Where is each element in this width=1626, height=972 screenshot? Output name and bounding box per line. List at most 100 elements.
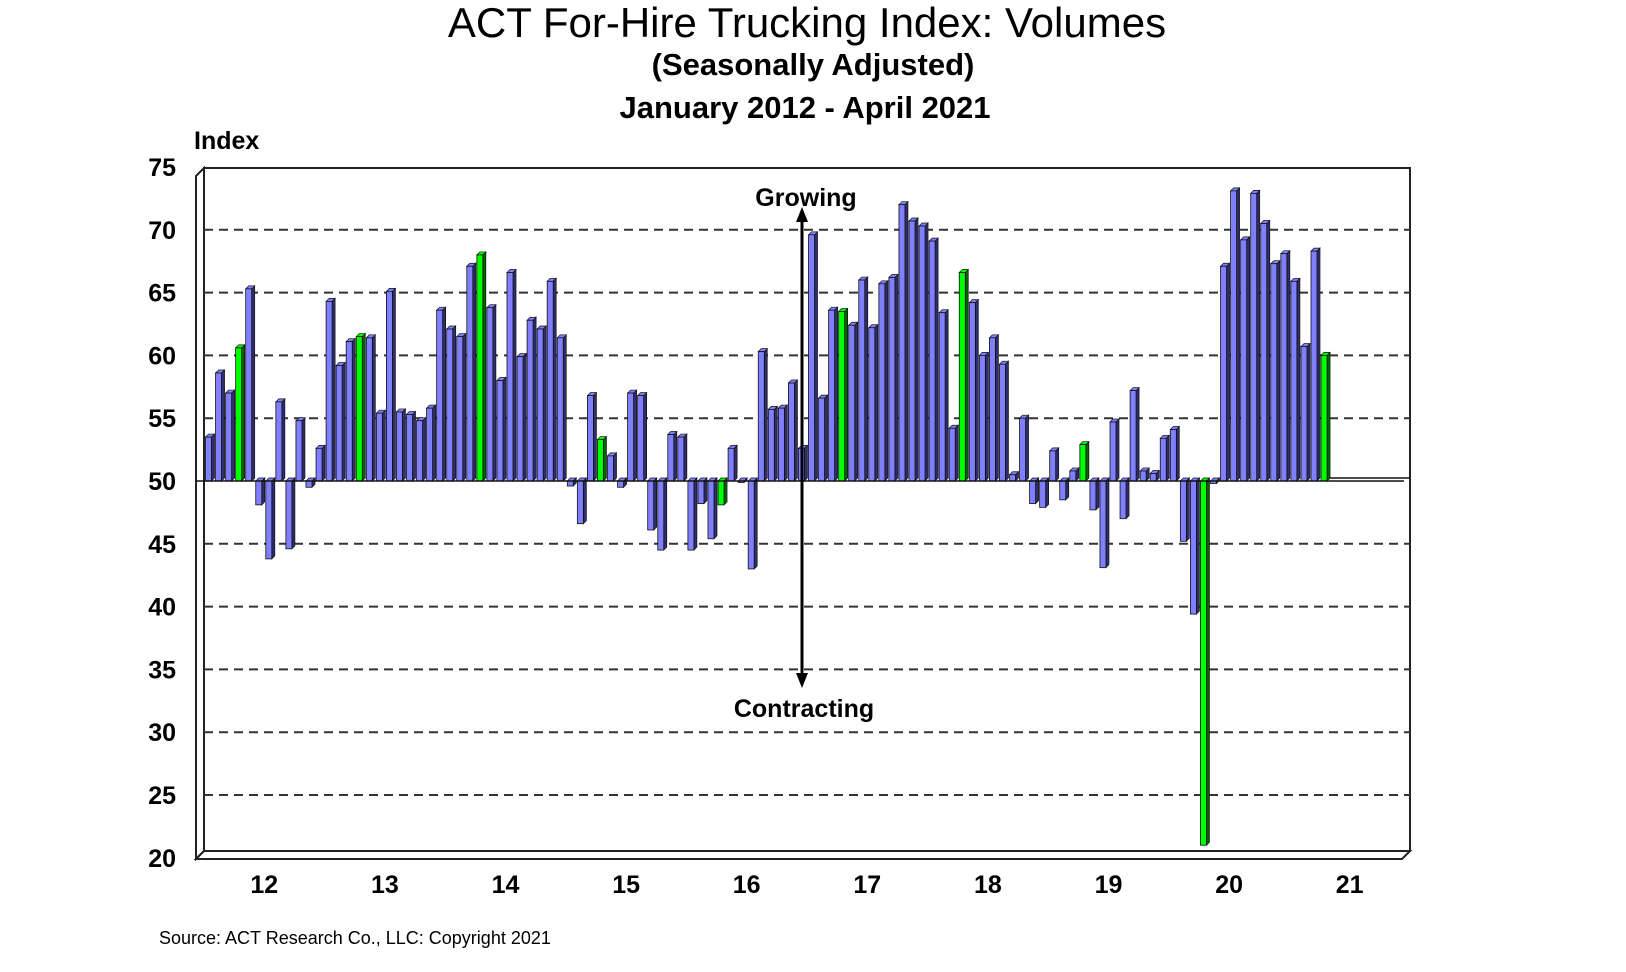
bar [1018, 414, 1030, 482]
bar-side [361, 332, 366, 482]
bar [1259, 219, 1271, 482]
bar [968, 298, 980, 482]
bar-front [727, 447, 735, 482]
bar-side [1135, 386, 1140, 482]
bar [295, 416, 306, 482]
bar-side [964, 268, 969, 482]
bar-april [958, 268, 970, 482]
bar-front [255, 480, 263, 506]
bar-side [1085, 440, 1090, 482]
bar [948, 424, 960, 482]
bar-side [593, 391, 597, 482]
bar-side [532, 316, 537, 482]
x-tick-label: 12 [250, 871, 278, 899]
bar-april [837, 307, 849, 482]
bar-side [854, 321, 859, 482]
bar-side [462, 332, 467, 482]
bar-front [576, 480, 584, 525]
bar [1008, 470, 1020, 482]
bar-front [1109, 421, 1117, 482]
x-tick-label: 21 [1336, 871, 1364, 899]
bar [576, 477, 588, 525]
bar-front [1069, 470, 1077, 482]
bar-front [426, 407, 434, 482]
bar-front [436, 309, 444, 482]
bar [405, 410, 417, 482]
bar-april [596, 435, 608, 482]
bar-side [1115, 418, 1120, 482]
bar-front [657, 480, 665, 551]
bar [666, 430, 678, 482]
bar-front [215, 372, 222, 482]
bar-front [677, 436, 685, 482]
bar [1099, 477, 1110, 569]
bar-front [506, 272, 514, 482]
y-tick-label: 60 [148, 342, 176, 370]
bar-side [1045, 477, 1050, 509]
bar [646, 477, 658, 531]
bar-front [265, 480, 273, 560]
bar-front [556, 337, 564, 482]
bar-front [1099, 480, 1107, 569]
bar-side [794, 379, 798, 482]
bar-front [1250, 192, 1258, 482]
bar-side [673, 430, 678, 482]
bar-side [1266, 219, 1271, 482]
bar-front [587, 395, 594, 482]
bar-side [1256, 189, 1261, 482]
bar-side [1175, 425, 1180, 482]
bar [1189, 477, 1201, 615]
bar-front [1179, 480, 1187, 542]
bar-april [1199, 477, 1211, 847]
bar-april [1320, 351, 1331, 482]
chart-date-range: January 2012 - April 2021 [619, 90, 990, 125]
bar-side [824, 394, 828, 482]
y-tick-label: 40 [148, 594, 176, 622]
bar-side [1035, 477, 1039, 505]
bar-front [1300, 346, 1308, 482]
bar [677, 433, 688, 482]
bar-side [783, 404, 788, 482]
bar-side [884, 279, 889, 482]
bar [918, 222, 929, 482]
bar [807, 230, 819, 482]
bar [385, 287, 397, 482]
bar [214, 369, 226, 482]
bar [445, 325, 457, 482]
bar-front [305, 480, 313, 488]
bar-front [747, 480, 755, 570]
bar-front [1270, 263, 1278, 482]
bar-front [1059, 480, 1067, 501]
bar-side [834, 306, 838, 482]
bar-side [934, 237, 939, 482]
bar-front [416, 420, 423, 482]
bar-front [1190, 480, 1197, 615]
bar-side [603, 435, 607, 482]
bar-front [396, 411, 403, 482]
bar-side [341, 361, 346, 482]
bar-side [452, 325, 457, 482]
bar-front [1230, 190, 1237, 482]
bar-front [446, 328, 454, 482]
bar-front [858, 279, 866, 482]
bar [626, 389, 638, 482]
bar-front [225, 392, 233, 482]
bar [787, 379, 799, 482]
x-tick-label: 19 [1095, 871, 1123, 899]
y-tick-label: 20 [148, 845, 176, 873]
bar [536, 325, 547, 482]
bar-april [717, 477, 728, 506]
y-tick-label: 55 [148, 405, 176, 433]
bar-side [281, 398, 286, 482]
bar [1089, 477, 1100, 511]
bar-front [1019, 417, 1026, 482]
bar-side [502, 376, 507, 482]
bar-front [285, 480, 293, 550]
bar-front [908, 220, 916, 482]
bar-side [522, 352, 527, 482]
bar [998, 360, 1010, 482]
bar-side [693, 477, 698, 551]
bar-side [1125, 477, 1130, 520]
bar-front [707, 480, 715, 540]
